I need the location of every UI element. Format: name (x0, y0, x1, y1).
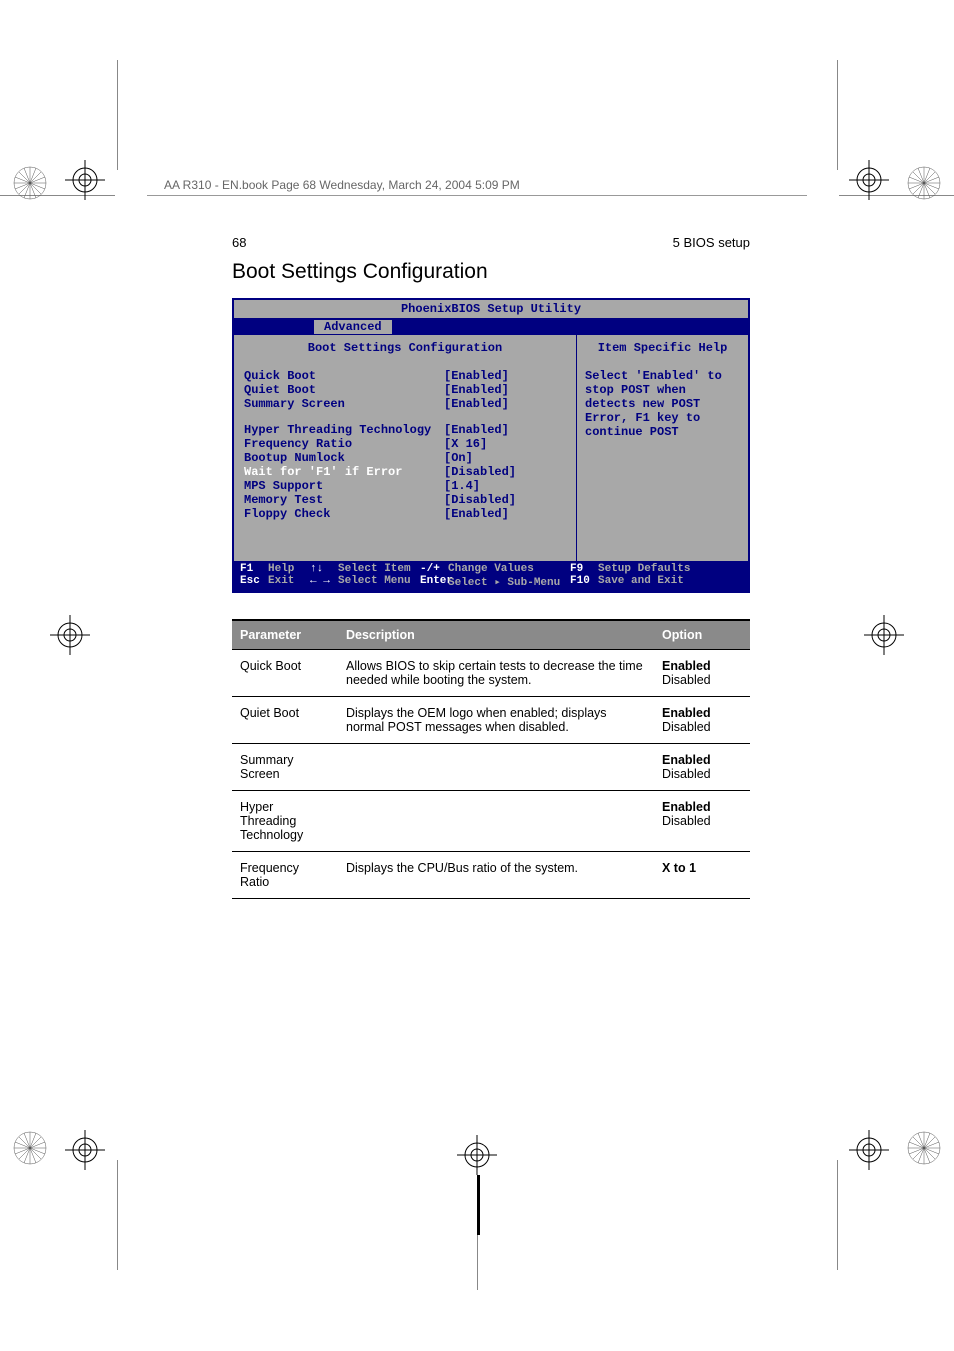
header-rule (147, 195, 807, 196)
bios-settings-panel: Boot Settings Configuration Quick Boot[E… (234, 335, 577, 561)
bios-footer-hint: ← →Select Menu (310, 575, 420, 589)
bios-setting-row: Wait for 'F1' if Error[Disabled] (244, 465, 566, 479)
table-header-description: Description (338, 620, 654, 650)
table-row: Frequency RatioDisplays the CPU/Bus rati… (232, 852, 750, 899)
table-cell-param: Frequency Ratio (232, 852, 338, 899)
starburst-icon (906, 165, 942, 201)
bios-setting-value: [Disabled] (444, 493, 516, 507)
bios-setting-label: Summary Screen (244, 397, 444, 411)
chapter-label: 5 BIOS setup (673, 235, 750, 250)
table-cell-desc: Displays the OEM logo when enabled; disp… (338, 697, 654, 744)
table-row: Hyper Threading Technology EnabledDisable… (232, 791, 750, 852)
bios-help-text: Select 'Enabled' to stop POST when detec… (585, 369, 740, 439)
table-row: Quick BootAllows BIOS to skip certain te… (232, 650, 750, 697)
bios-tabs: Advanced (234, 319, 748, 335)
bios-setting-row: Bootup Numlock[On] (244, 451, 566, 465)
registration-mark-icon (45, 610, 95, 660)
bios-setting-value: [Enabled] (444, 369, 509, 383)
table-cell-desc (338, 744, 654, 791)
bios-setting-value: [Enabled] (444, 397, 509, 411)
bios-title: PhoenixBIOS Setup Utility (234, 300, 748, 319)
book-header-text: AA R310 - EN.book Page 68 Wednesday, Mar… (160, 178, 524, 192)
bios-setting-label: Hyper Threading Technology (244, 423, 444, 437)
bios-help-panel: Item Specific Help Select 'Enabled' to s… (577, 335, 748, 561)
bios-setting-value: [1.4] (444, 479, 480, 493)
bios-setting-label: Memory Test (244, 493, 444, 507)
bios-setting-row: Frequency Ratio[X 16] (244, 437, 566, 451)
bios-footer: F1Help↑↓Select Item-/+Change ValuesF9Set… (234, 561, 748, 591)
bios-setting-label: Quiet Boot (244, 383, 444, 397)
page-number: 68 (232, 235, 246, 250)
crop-line (837, 60, 838, 170)
crop-line (117, 60, 118, 170)
bios-setting-label: Wait for 'F1' if Error (244, 465, 444, 479)
bios-footer-hint: ↑↓Select Item (310, 563, 420, 575)
registration-mark-icon (844, 1125, 894, 1175)
bios-footer-hint: F9Setup Defaults (570, 563, 710, 575)
bios-setting-value: [Enabled] (444, 423, 509, 437)
starburst-icon (12, 165, 48, 201)
table-cell-option: EnabledDisabled (654, 650, 750, 697)
bios-help-title: Item Specific Help (585, 341, 740, 355)
bios-setting-label: Frequency Ratio (244, 437, 444, 451)
bios-setting-value: [Enabled] (444, 383, 509, 397)
crop-line (837, 1160, 838, 1270)
parameter-table: Parameter Description Option Quick BootA… (232, 619, 750, 899)
bios-setting-row: Floppy Check[Enabled] (244, 507, 566, 521)
bios-setting-label: Bootup Numlock (244, 451, 444, 465)
bios-panel-title: Boot Settings Configuration (244, 341, 566, 355)
table-row: Quiet BootDisplays the OEM logo when ena… (232, 697, 750, 744)
bios-setting-row: MPS Support[1.4] (244, 479, 566, 493)
bios-screenshot: PhoenixBIOS Setup Utility Advanced Boot … (232, 298, 750, 593)
table-cell-desc (338, 791, 654, 852)
bios-setting-row: Hyper Threading Technology[Enabled] (244, 423, 566, 437)
bios-setting-value: [X 16] (444, 437, 487, 451)
bios-setting-row: Quick Boot[Enabled] (244, 369, 566, 383)
bios-setting-value: [Disabled] (444, 465, 516, 479)
registration-mark-icon (844, 155, 894, 205)
bios-setting-value: [On] (444, 451, 473, 465)
bios-setting-row: Quiet Boot[Enabled] (244, 383, 566, 397)
bios-footer-hint: EnterSelect ▸ Sub-Menu (420, 575, 570, 589)
bios-tab-advanced: Advanced (314, 320, 392, 334)
table-cell-param: Hyper Threading Technology (232, 791, 338, 852)
bios-footer-hint: EscExit (240, 575, 310, 589)
crop-line (117, 1160, 118, 1270)
table-cell-option: EnabledDisabled (654, 791, 750, 852)
crop-line (477, 1175, 480, 1235)
table-cell-param: Quiet Boot (232, 697, 338, 744)
table-cell-option: EnabledDisabled (654, 744, 750, 791)
bios-footer-hint: F10Save and Exit (570, 575, 710, 589)
registration-mark-icon (60, 1125, 110, 1175)
registration-mark-icon (60, 155, 110, 205)
bios-footer-hint: F1Help (240, 563, 310, 575)
bios-setting-row: Summary Screen[Enabled] (244, 397, 566, 411)
table-header-option: Option (654, 620, 750, 650)
table-row: Summary Screen EnabledDisabled (232, 744, 750, 791)
bios-footer-hint: -/+Change Values (420, 563, 570, 575)
table-cell-desc: Displays the CPU/Bus ratio of the system… (338, 852, 654, 899)
table-cell-param: Summary Screen (232, 744, 338, 791)
bios-setting-label: MPS Support (244, 479, 444, 493)
starburst-icon (12, 1130, 48, 1166)
bios-setting-row: Memory Test[Disabled] (244, 493, 566, 507)
table-header-parameter: Parameter (232, 620, 338, 650)
bios-setting-label: Quick Boot (244, 369, 444, 383)
starburst-icon (906, 1130, 942, 1166)
table-cell-param: Quick Boot (232, 650, 338, 697)
bios-setting-value: [Enabled] (444, 507, 509, 521)
table-cell-option: X to 1 (654, 852, 750, 899)
table-cell-desc: Allows BIOS to skip certain tests to dec… (338, 650, 654, 697)
registration-mark-icon (859, 610, 909, 660)
table-cell-option: EnabledDisabled (654, 697, 750, 744)
section-title: Boot Settings Configuration (232, 260, 750, 284)
bios-setting-label: Floppy Check (244, 507, 444, 521)
